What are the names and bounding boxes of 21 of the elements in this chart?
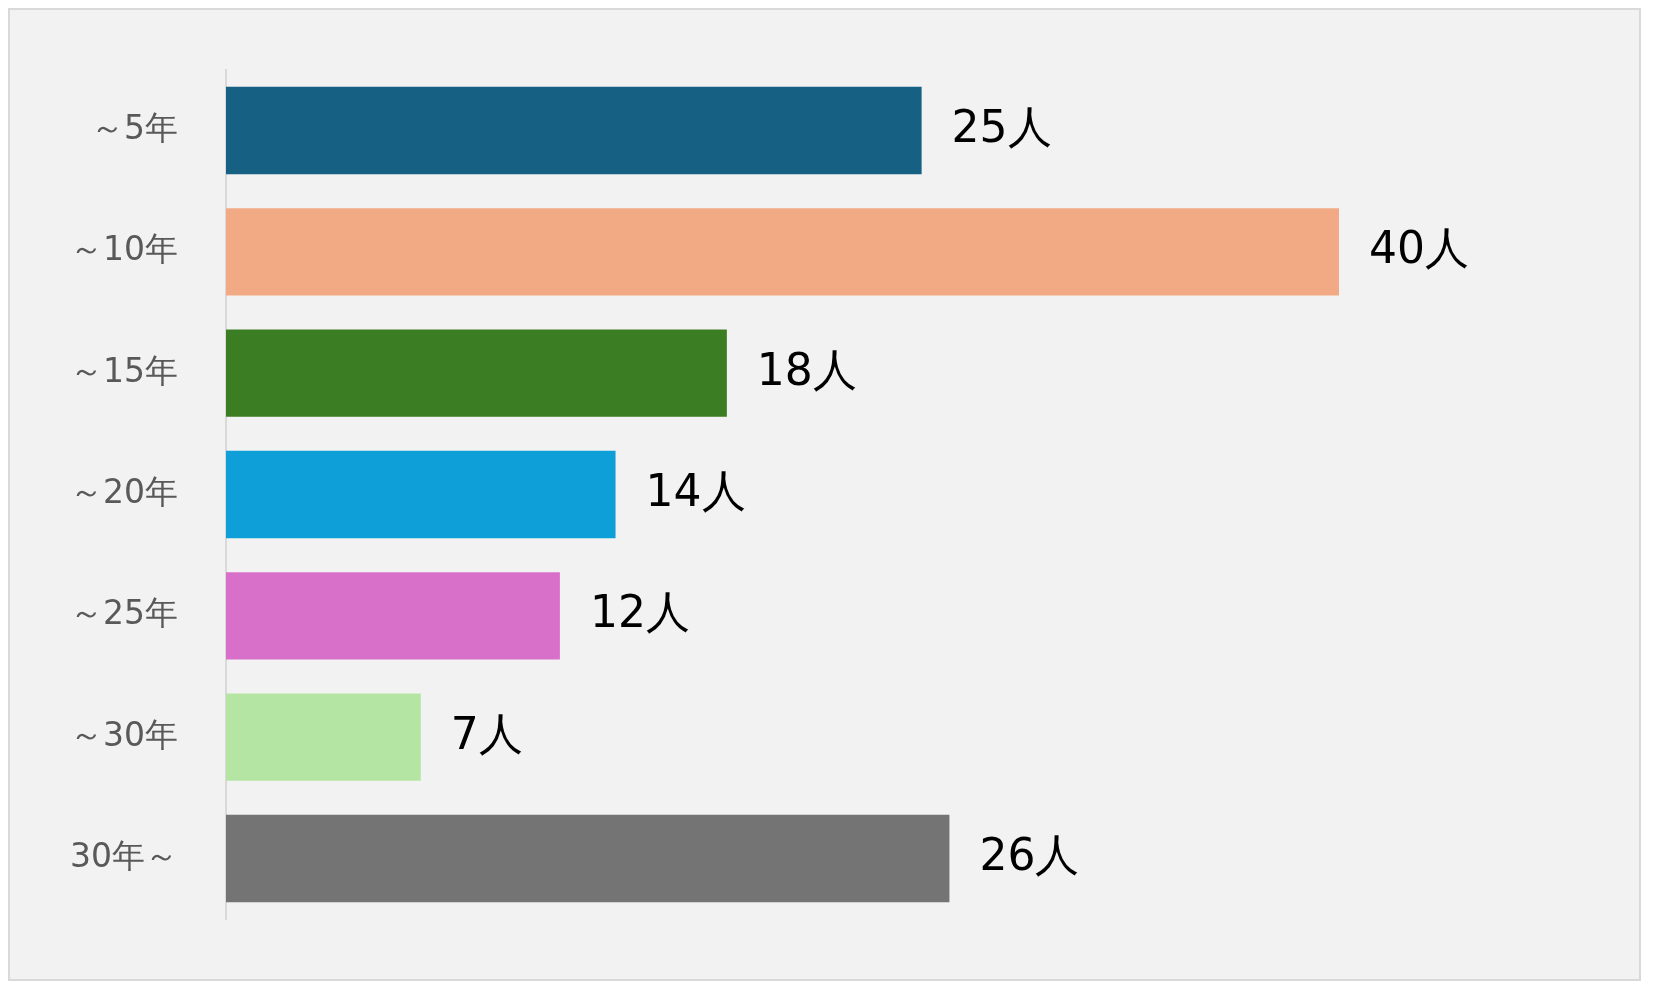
- bar: [225, 329, 727, 417]
- data-label: 18人: [756, 343, 857, 395]
- data-label: 7人: [450, 707, 523, 759]
- data-label: 40人: [1369, 222, 1469, 274]
- bar: [225, 208, 1339, 296]
- bar: [225, 693, 421, 781]
- data-label: 25人: [951, 100, 1052, 152]
- data-label: 12人: [589, 586, 690, 638]
- y-tick-label: ～20年: [69, 472, 178, 512]
- y-tick-label: ～15年: [69, 350, 178, 390]
- y-tick-label: 30年～: [69, 836, 178, 876]
- data-label: 26人: [979, 828, 1080, 880]
- y-tick-label: ～10年: [69, 229, 178, 269]
- data-label: 14人: [645, 464, 746, 516]
- y-tick-label: ～25年: [69, 593, 178, 633]
- y-tick-label: ～30年: [69, 714, 178, 754]
- bar: [225, 814, 950, 903]
- bar: [225, 572, 560, 660]
- y-tick-label: ～5年: [90, 108, 178, 148]
- bar: [225, 86, 922, 175]
- bar: [225, 450, 616, 539]
